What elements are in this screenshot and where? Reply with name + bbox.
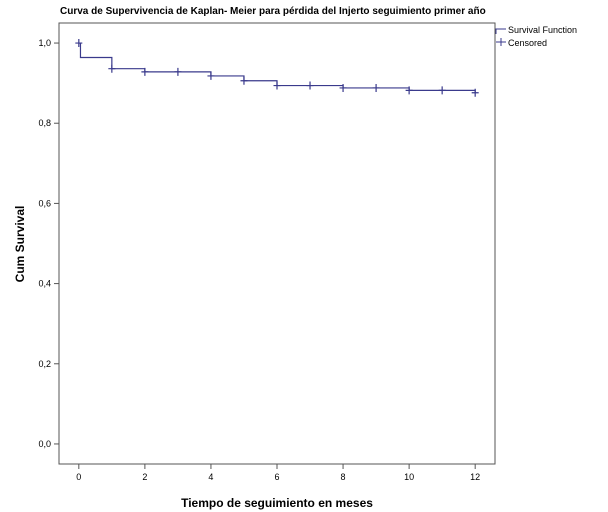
censored-marker bbox=[405, 86, 413, 95]
y-tick-label: 1,0 bbox=[38, 38, 51, 48]
x-tick-label: 2 bbox=[142, 472, 147, 482]
censored-marker bbox=[108, 64, 116, 73]
y-tick-label: 0,2 bbox=[38, 359, 51, 369]
censored-marker bbox=[471, 88, 479, 97]
legend-survival-label: Survival Function bbox=[508, 25, 577, 35]
y-axis-ticks: 0,0 0,2 0,4 0,6 0,8 1,0 bbox=[38, 38, 59, 449]
censored-marker bbox=[141, 67, 149, 76]
y-tick-label: 0,6 bbox=[38, 198, 51, 208]
censored-marker bbox=[306, 81, 314, 90]
y-axis-label: Cum Survival bbox=[13, 206, 27, 283]
y-tick-label: 0,0 bbox=[38, 439, 51, 449]
censored-marker bbox=[174, 67, 182, 76]
x-tick-label: 0 bbox=[76, 472, 81, 482]
x-axis-ticks: 0 2 4 6 8 10 12 bbox=[76, 464, 480, 482]
censored-marker bbox=[207, 71, 215, 80]
y-tick-label: 0,4 bbox=[38, 279, 51, 289]
x-axis-label: Tiempo de seguimiento en meses bbox=[181, 496, 373, 510]
legend-censored-label: Censored bbox=[508, 38, 547, 48]
censored-marker bbox=[273, 81, 281, 90]
legend-survival-line-icon bbox=[495, 28, 506, 34]
censored-marker bbox=[339, 83, 347, 92]
chart-title: Curva de Supervivencia de Kaplan- Meier … bbox=[60, 6, 486, 17]
censored-marker bbox=[372, 83, 380, 92]
y-tick-label: 0,8 bbox=[38, 118, 51, 128]
x-tick-label: 10 bbox=[404, 472, 414, 482]
x-tick-label: 8 bbox=[341, 472, 346, 482]
x-tick-label: 6 bbox=[274, 472, 279, 482]
censored-marker bbox=[240, 76, 248, 85]
series-layer bbox=[75, 39, 479, 97]
x-tick-label: 4 bbox=[208, 472, 213, 482]
x-tick-label: 12 bbox=[470, 472, 480, 482]
legend: Survival Function Censored bbox=[495, 25, 577, 48]
censored-marker bbox=[75, 39, 83, 48]
censored-marker bbox=[438, 86, 446, 95]
